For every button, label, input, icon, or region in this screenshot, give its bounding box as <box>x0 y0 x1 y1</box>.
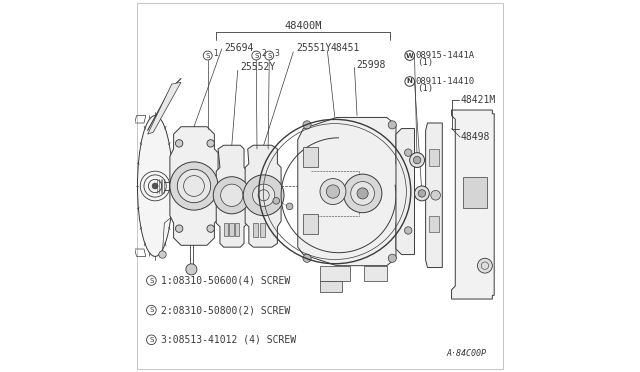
Bar <box>235 223 239 236</box>
Circle shape <box>303 254 311 262</box>
Bar <box>429 149 438 166</box>
Text: S: S <box>149 278 154 283</box>
Text: S: S <box>149 337 154 343</box>
Circle shape <box>286 203 293 210</box>
Text: 48400M: 48400M <box>285 21 322 31</box>
Circle shape <box>175 140 183 147</box>
Text: S: S <box>205 52 210 58</box>
Text: 25694: 25694 <box>225 43 254 53</box>
Circle shape <box>186 264 197 275</box>
Text: N: N <box>407 78 413 84</box>
Text: 48451: 48451 <box>330 43 360 53</box>
Circle shape <box>213 177 250 214</box>
Text: 25551Y: 25551Y <box>296 43 331 53</box>
Text: A·84C00P: A·84C00P <box>446 349 486 358</box>
Polygon shape <box>148 82 181 134</box>
Circle shape <box>320 179 346 205</box>
Ellipse shape <box>138 116 173 256</box>
Text: S: S <box>254 52 259 58</box>
Bar <box>320 266 349 280</box>
Circle shape <box>159 251 166 258</box>
Circle shape <box>404 227 412 234</box>
Bar <box>223 223 228 236</box>
Circle shape <box>351 182 374 205</box>
Bar <box>364 266 387 280</box>
Circle shape <box>303 121 311 129</box>
Text: (1): (1) <box>417 84 433 93</box>
Circle shape <box>357 188 368 199</box>
Polygon shape <box>298 118 401 266</box>
Circle shape <box>175 225 183 232</box>
Circle shape <box>388 254 396 262</box>
Text: 25998: 25998 <box>356 60 386 70</box>
Polygon shape <box>170 127 218 245</box>
Circle shape <box>431 190 440 200</box>
Text: 1:08310-50600(4) SCREW: 1:08310-50600(4) SCREW <box>161 276 291 285</box>
Polygon shape <box>396 129 415 254</box>
Circle shape <box>410 153 424 167</box>
Bar <box>320 280 342 292</box>
Bar <box>303 147 318 167</box>
Circle shape <box>170 162 218 210</box>
Circle shape <box>413 156 421 164</box>
Bar <box>229 223 234 236</box>
Circle shape <box>343 174 382 213</box>
Circle shape <box>152 183 158 189</box>
Text: S: S <box>267 52 271 58</box>
Bar <box>253 223 258 237</box>
Circle shape <box>388 121 396 129</box>
Text: 3:08513-41012 (4) SCREW: 3:08513-41012 (4) SCREW <box>161 335 296 345</box>
Bar <box>260 223 265 237</box>
Text: 25552Y: 25552Y <box>240 62 276 72</box>
Polygon shape <box>452 110 494 299</box>
Circle shape <box>415 186 429 201</box>
Text: (1): (1) <box>417 58 433 67</box>
Text: 1: 1 <box>213 49 218 58</box>
Text: 48498: 48498 <box>460 132 490 142</box>
Text: 2:08310-50800(2) SCREW: 2:08310-50800(2) SCREW <box>161 305 291 315</box>
Bar <box>463 177 487 208</box>
Polygon shape <box>245 145 281 247</box>
Bar <box>429 216 438 232</box>
Text: W: W <box>406 52 413 58</box>
Circle shape <box>273 198 280 204</box>
Circle shape <box>418 190 426 197</box>
Circle shape <box>221 184 243 206</box>
Text: 08915-1441A: 08915-1441A <box>415 51 474 60</box>
Circle shape <box>207 225 214 232</box>
Polygon shape <box>216 145 248 247</box>
Text: S: S <box>149 307 154 313</box>
Circle shape <box>177 169 211 203</box>
Text: 2: 2 <box>262 49 267 58</box>
Circle shape <box>243 175 284 216</box>
Text: 3: 3 <box>275 49 280 58</box>
Text: 08911-14410: 08911-14410 <box>415 77 474 86</box>
Bar <box>303 214 318 234</box>
Circle shape <box>326 185 340 198</box>
Circle shape <box>404 149 412 156</box>
Polygon shape <box>426 123 442 267</box>
Circle shape <box>253 184 275 206</box>
Circle shape <box>207 140 214 147</box>
Text: 48421M: 48421M <box>460 95 495 105</box>
Circle shape <box>477 258 492 273</box>
